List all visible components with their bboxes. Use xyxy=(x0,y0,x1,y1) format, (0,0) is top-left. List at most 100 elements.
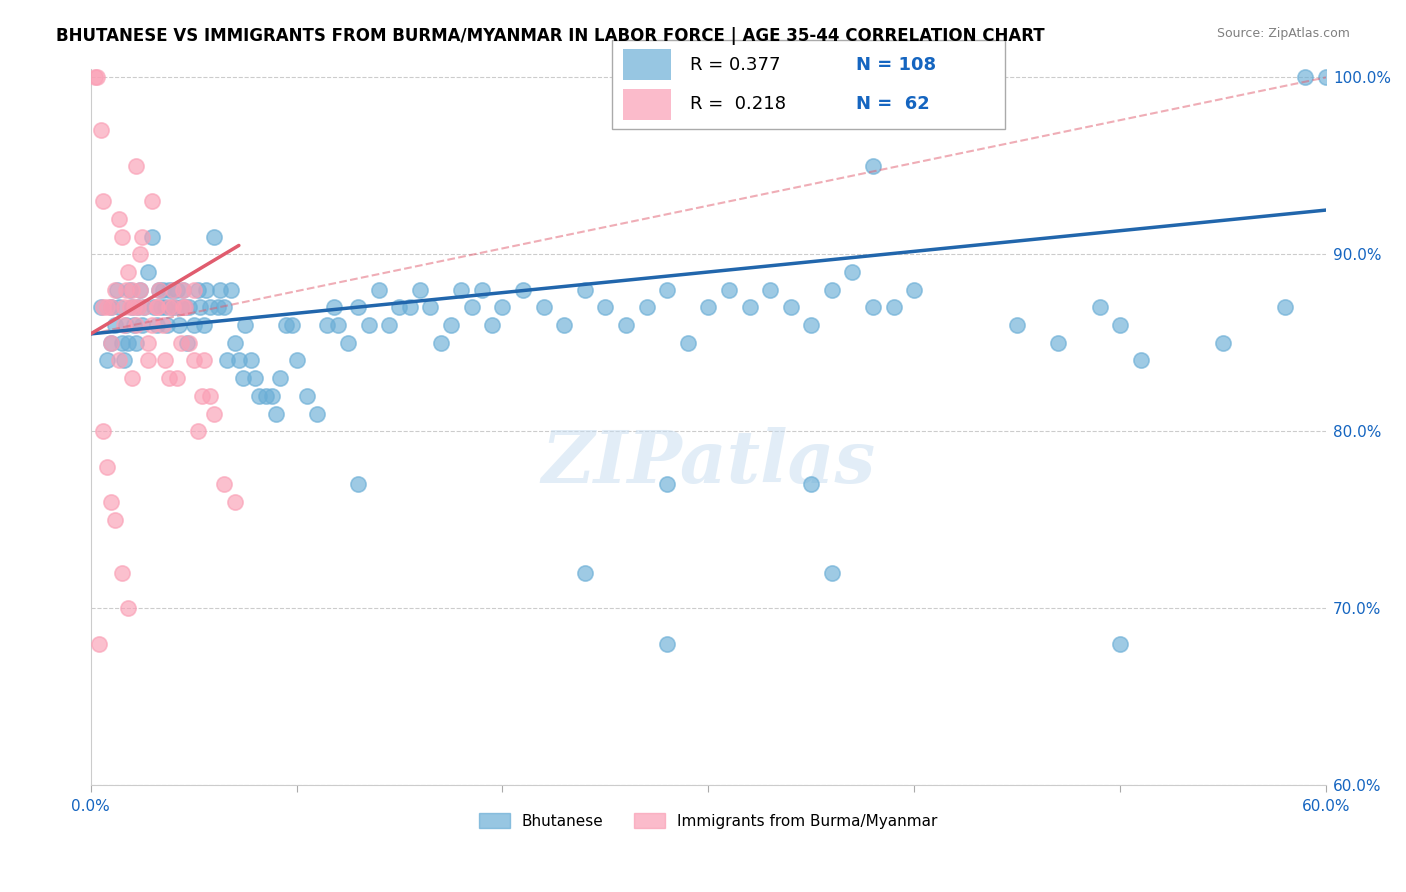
Point xyxy=(121,283,143,297)
Point xyxy=(117,335,139,350)
Point xyxy=(121,371,143,385)
Point xyxy=(148,283,170,297)
Point xyxy=(214,301,236,315)
Point xyxy=(179,335,201,350)
Point xyxy=(110,335,132,350)
Point xyxy=(121,301,143,315)
Point xyxy=(198,301,221,315)
Point xyxy=(162,283,184,297)
Point xyxy=(172,283,194,297)
Point xyxy=(167,318,190,332)
Point xyxy=(112,301,135,315)
Point xyxy=(512,283,534,297)
Point xyxy=(759,283,782,297)
Point xyxy=(574,283,596,297)
Point xyxy=(153,301,176,315)
Text: N = 108: N = 108 xyxy=(856,56,936,74)
Point xyxy=(152,318,174,332)
Point xyxy=(183,318,205,332)
Point xyxy=(157,371,180,385)
Point xyxy=(224,335,246,350)
Point xyxy=(367,283,389,297)
Point xyxy=(595,301,617,315)
Point xyxy=(160,301,183,315)
Point xyxy=(122,301,145,315)
Point xyxy=(122,318,145,332)
Point xyxy=(162,301,184,315)
Point xyxy=(112,318,135,332)
Point xyxy=(254,389,277,403)
Point xyxy=(1315,70,1337,85)
Point xyxy=(191,389,214,403)
Point xyxy=(148,283,170,297)
Point xyxy=(276,318,298,332)
Point xyxy=(90,123,112,137)
Point xyxy=(117,601,139,615)
Point xyxy=(136,265,159,279)
Point xyxy=(378,318,401,332)
Point xyxy=(1047,335,1070,350)
Text: N =  62: N = 62 xyxy=(856,95,929,113)
Point xyxy=(245,371,267,385)
FancyBboxPatch shape xyxy=(623,49,671,80)
Point xyxy=(187,283,209,297)
Point xyxy=(738,301,761,315)
Point xyxy=(264,407,287,421)
Point xyxy=(657,477,679,491)
Point xyxy=(129,283,152,297)
Point xyxy=(636,301,658,315)
Point xyxy=(134,301,156,315)
Point xyxy=(1088,301,1111,315)
Point xyxy=(307,407,329,421)
Point xyxy=(143,301,166,315)
Point xyxy=(471,283,494,297)
Point xyxy=(214,477,236,491)
Point xyxy=(163,301,186,315)
Point xyxy=(316,318,339,332)
FancyBboxPatch shape xyxy=(623,89,671,120)
Point xyxy=(1109,636,1132,650)
Point xyxy=(202,407,225,421)
Point xyxy=(269,371,291,385)
Point xyxy=(100,335,122,350)
Point xyxy=(129,247,152,261)
Point xyxy=(136,335,159,350)
Point xyxy=(215,353,238,368)
Point xyxy=(1109,318,1132,332)
Point xyxy=(209,283,232,297)
Point xyxy=(141,318,163,332)
Point xyxy=(202,229,225,244)
Point xyxy=(821,283,844,297)
Point xyxy=(285,353,308,368)
Point xyxy=(172,283,194,297)
Point xyxy=(183,283,205,297)
Point xyxy=(388,301,411,315)
Point xyxy=(240,353,263,368)
Point xyxy=(96,459,118,474)
Point xyxy=(188,301,211,315)
Point xyxy=(145,301,167,315)
Point xyxy=(156,318,179,332)
Point xyxy=(481,318,503,332)
Point xyxy=(90,301,112,315)
Point xyxy=(233,318,256,332)
Point xyxy=(162,283,184,297)
Point xyxy=(800,477,823,491)
Point xyxy=(337,335,360,350)
Text: R = 0.377: R = 0.377 xyxy=(690,56,780,74)
Point xyxy=(153,353,176,368)
Point xyxy=(1274,301,1296,315)
Point xyxy=(136,353,159,368)
Point xyxy=(96,301,118,315)
Point xyxy=(883,301,905,315)
Point xyxy=(419,301,441,315)
Point xyxy=(357,318,380,332)
FancyBboxPatch shape xyxy=(612,40,1005,129)
Point xyxy=(108,353,131,368)
Point xyxy=(125,318,148,332)
Point xyxy=(104,513,127,527)
Point xyxy=(127,301,149,315)
Point xyxy=(1129,353,1152,368)
Point xyxy=(440,318,463,332)
Point xyxy=(322,301,344,315)
